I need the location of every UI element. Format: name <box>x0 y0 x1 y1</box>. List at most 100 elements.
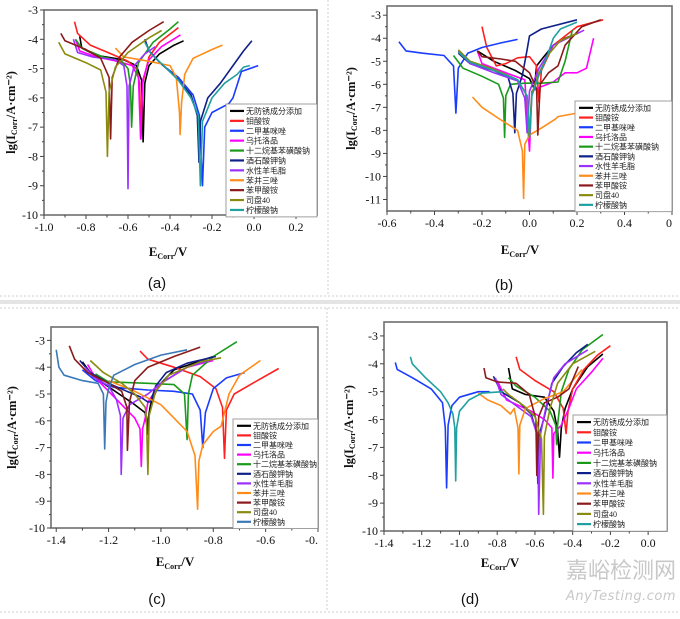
y-axis-label-unit: /A·cm⁻²) <box>342 385 356 433</box>
legend-label: 水性羊毛脂 <box>253 478 293 488</box>
y-axis-label-main: lg(I <box>342 449 356 468</box>
y-tick-label: -3 <box>371 8 381 22</box>
series-line-8 <box>483 366 580 477</box>
x-axis-label-unit: /V <box>525 242 540 257</box>
series-line-8 <box>60 21 165 140</box>
x-tick-label: 0.4 <box>617 216 632 230</box>
y-tick-label: -6 <box>35 414 45 428</box>
y-tick-label: -9 <box>368 496 378 510</box>
legend-label: 钼酸铵 <box>595 113 619 123</box>
y-axis-label-sub: Corr <box>348 432 357 449</box>
legend-label: 二甲基咪唑 <box>595 122 635 132</box>
y-tick-label: -10 <box>29 521 45 535</box>
series-line-1 <box>515 345 611 435</box>
x-axis-label-sub: Corr <box>164 562 181 571</box>
legend-label: 苯甲酸铵 <box>595 180 627 190</box>
chart-panel-a: -3 -4 -5 -6 -7 -8 -9 -10-1.0 -0.8 -0.6 -0.4 -0.2 0.0… <box>4 3 318 292</box>
legend-label: 司盘40 <box>246 195 270 205</box>
y-tick-label: -10 <box>362 524 378 538</box>
panel-caption: (c) <box>148 591 166 608</box>
x-tick-label: 0.0 <box>247 220 262 234</box>
x-tick-label: -0.8 <box>204 533 223 547</box>
x-tick-label: -0.8 <box>77 220 96 234</box>
series-line-10 <box>55 349 188 450</box>
y-tick-label: -6 <box>368 413 378 427</box>
y-axis-label-unit: /A·cm⁻²) <box>5 386 19 434</box>
y-tick-label: -5 <box>35 387 45 401</box>
separator-bar <box>0 300 680 304</box>
x-tick-label: -0.4 <box>563 536 582 550</box>
legend-label: 酒石酸钾钠 <box>246 155 286 165</box>
y-axis-label-sub: Corr <box>11 433 20 450</box>
watermark-en: AnyTesting.com <box>565 589 676 604</box>
legend-label: 无防锈成分添加 <box>595 103 651 113</box>
y-axis-label-unit: /A·cm⁻²) <box>344 67 358 115</box>
legend: 无防锈成分添加钼酸铵二甲基咪唑乌托洛品十二烷基苯磺酸钠酒石酸钾钠水性羊毛脂苯并三… <box>574 100 673 213</box>
y-axis-label: lg(ICorr/A·cm⁻²) <box>5 386 20 469</box>
legend-label: 十二烷基苯磺酸钠 <box>593 458 657 468</box>
y-axis-label: lg(ICorr/A·cm⁻²) <box>344 67 359 150</box>
chart-panel-c: -3 -4 -5 -6 -7 -8 -9 -10-1.4 -1.2 -1.0 -0.8 -0.6 -0.… <box>5 326 319 608</box>
y-tick-label: -7 <box>368 440 378 454</box>
y-tick-label: -9 <box>35 494 45 508</box>
x-axis-label: ECorr/V <box>156 554 195 571</box>
legend-label: 水性羊毛脂 <box>593 478 633 488</box>
legend-label: 无防锈成分添加 <box>253 421 309 431</box>
y-tick-label: -9 <box>371 146 381 160</box>
series-line-8 <box>476 19 602 136</box>
legend-label: 水性羊毛脂 <box>595 161 635 171</box>
y-axis-label-unit: /A·cm⁻²) <box>4 71 18 119</box>
x-tick-label: 0.2 <box>289 220 304 234</box>
x-tick-label: -1.0 <box>35 220 54 234</box>
y-tick-label: -10 <box>22 208 38 222</box>
x-tick-label: -0.6 <box>119 220 138 234</box>
series-line-7 <box>471 96 578 200</box>
x-tick-label: -0.6 <box>256 533 275 547</box>
x-tick-label: 0.0 <box>641 536 656 550</box>
chart-panel-d: -3 -4 -5 -6 -7 -8 -9 -10-1.4 -1.2 -1.0 -0.8 -0.6 -0.… <box>342 321 668 608</box>
legend: 无防锈成分添加钼酸铵二甲基咪唑乌托洛品十二烷基苯磺酸钠酒石酸钾钠水性羊毛脂苯并三… <box>225 103 318 218</box>
series-line-10 <box>144 41 250 187</box>
legend-label: 水性羊毛脂 <box>246 165 286 175</box>
legend-label: 酒石酸钾钠 <box>593 468 633 478</box>
x-tick-label: 0.0 <box>522 216 537 230</box>
series-line-4 <box>74 21 179 128</box>
x-tick-label: -0.2 <box>601 536 620 550</box>
x-tick-label: -0.4 <box>425 216 444 230</box>
legend-label: 乌托洛品 <box>593 448 625 458</box>
y-tick-label: -3 <box>368 329 378 343</box>
legend-label: 苯并三唑 <box>593 489 625 499</box>
legend-label: 苯甲酸铵 <box>593 499 625 509</box>
x-axis-label-main: E <box>149 244 158 259</box>
legend-label: 乌托洛品 <box>595 132 627 142</box>
series-line-1 <box>481 19 604 104</box>
series-line-9 <box>57 29 163 158</box>
y-tick-label: -5 <box>371 54 381 68</box>
y-tick-label: -10 <box>365 169 381 183</box>
watermark: 嘉峪检测网 AnyTesting.com <box>565 559 676 604</box>
y-tick-label: -7 <box>28 120 38 134</box>
x-axis-label-main: E <box>481 555 490 570</box>
y-tick-label: -8 <box>35 467 45 481</box>
legend-label: 钼酸铵 <box>593 427 617 437</box>
x-tick-label: -1.0 <box>450 536 469 550</box>
x-axis-label-main: E <box>501 242 510 257</box>
x-tick-label: -0. <box>305 533 318 547</box>
legend-label: 十二烷基苯磺酸钠 <box>595 142 659 152</box>
legend-label: 酒石酸钾钠 <box>595 151 635 161</box>
series-line-2 <box>398 38 518 114</box>
series-line-7 <box>108 359 261 510</box>
y-tick-label: -7 <box>371 100 381 114</box>
legend-label: 二甲基咪唑 <box>253 440 293 450</box>
legend-label: 十二烷基苯磺酸钠 <box>246 146 310 156</box>
watermark-cn: 嘉峪检测网 <box>566 559 676 584</box>
y-tick-label: -4 <box>371 31 381 45</box>
series-line-2 <box>81 369 245 449</box>
series-line-10 <box>409 356 503 482</box>
x-tick-label: -0.2 <box>203 220 222 234</box>
x-tick-label: -0.2 <box>473 216 492 230</box>
x-axis-label-unit: /V <box>173 244 188 259</box>
legend-label: 二甲基咪唑 <box>593 438 633 448</box>
x-tick-label: -1.4 <box>47 533 66 547</box>
